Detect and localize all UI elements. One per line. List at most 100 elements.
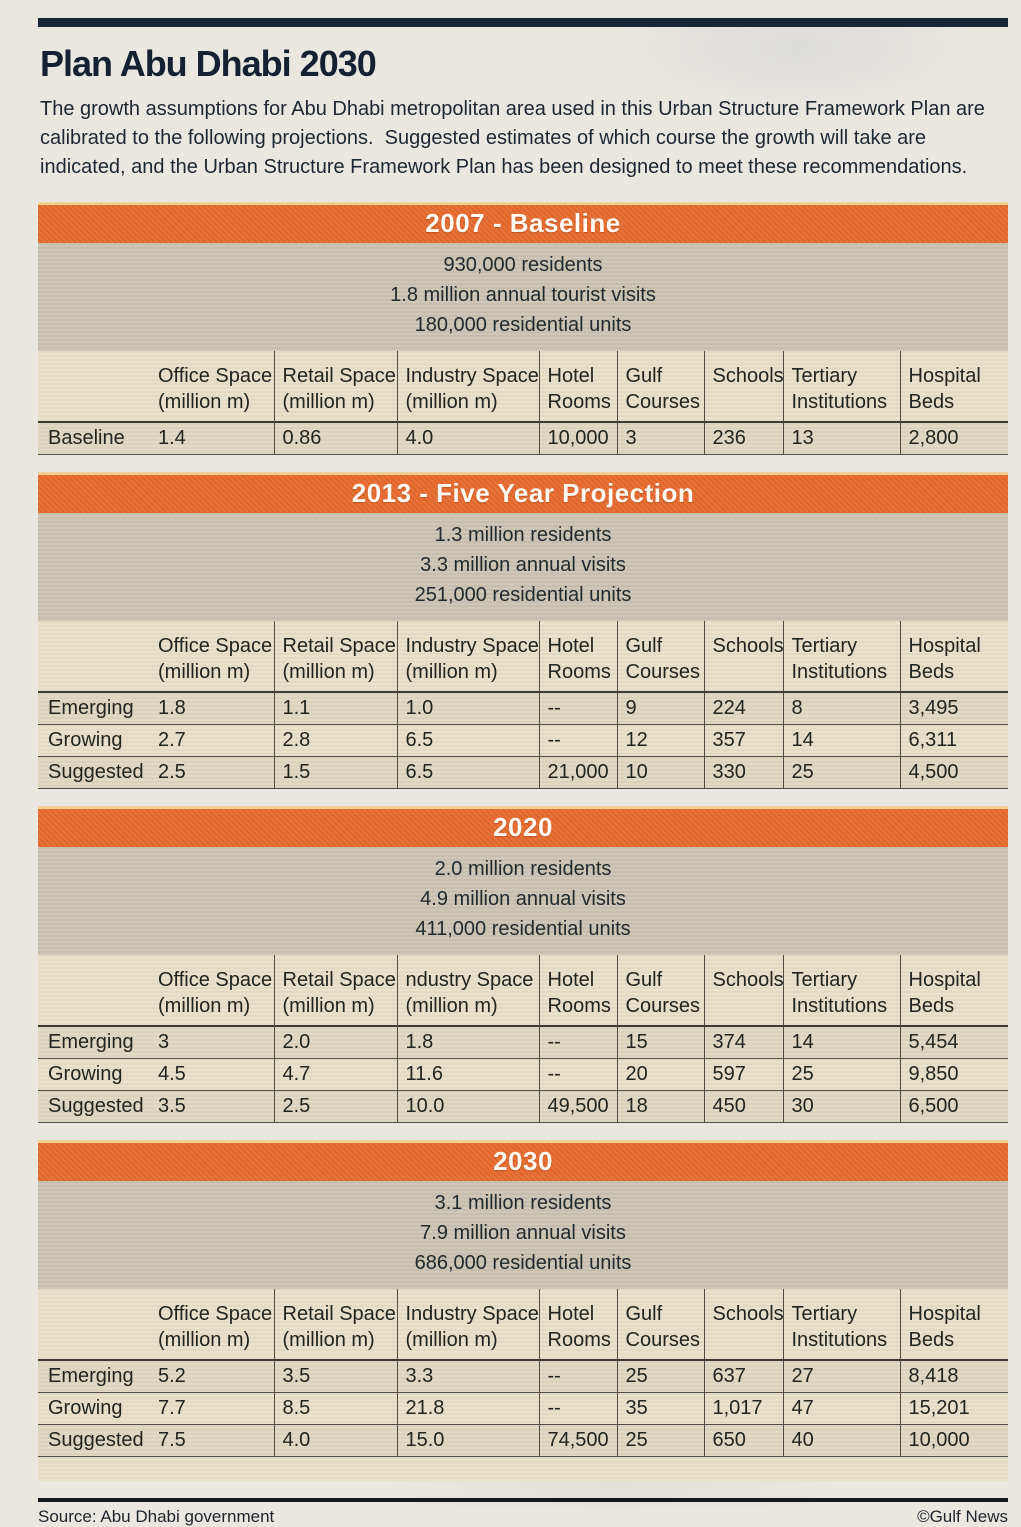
column-header: Industry Space (million m) xyxy=(397,1289,540,1361)
cell-value: 12 xyxy=(617,724,705,757)
cell-value: 9 xyxy=(617,692,705,725)
cell-value: 35 xyxy=(617,1392,705,1425)
column-header-line1: Tertiary xyxy=(791,365,858,387)
column-header-line1: Retail Space xyxy=(282,365,396,387)
cell-value: 4.7 xyxy=(274,1058,398,1091)
section-2020: 2020 2.0 million residents 4.9 million ann… xyxy=(38,806,1008,1123)
column-header-line1: Gulf xyxy=(625,969,663,991)
column-header-line2: Beds xyxy=(908,995,955,1017)
cell-value: 2.5 xyxy=(150,756,275,789)
cell-value: 330 xyxy=(704,756,784,789)
cell-value: 1.4 xyxy=(150,422,275,455)
cell-value: 597 xyxy=(704,1058,784,1091)
data-table-area: Office Space (million m) Retail Space (mill… xyxy=(38,1289,1008,1481)
cell-value: 25 xyxy=(783,1058,901,1091)
projection-table: Office Space (million m) Retail Space (mill… xyxy=(38,1289,1008,1457)
cell-value: 1.8 xyxy=(150,692,275,725)
cell-value: 6.5 xyxy=(397,756,540,789)
column-header-line1: Tertiary xyxy=(791,969,858,991)
table-row: Suggested 3.5 2.5 10.0 49,500 18 450 30 6,500 xyxy=(38,1090,1008,1123)
section-stats: 2.0 million residents 4.9 million annual … xyxy=(38,847,1008,955)
cell-value: 15 xyxy=(617,1026,705,1059)
cell-value: 224 xyxy=(704,692,784,725)
cell-value: 10,000 xyxy=(539,422,618,455)
column-header-line2: Institutions xyxy=(791,1329,888,1351)
cell-value: -- xyxy=(539,1026,618,1059)
column-header: Office Space (million m) xyxy=(150,1289,275,1361)
column-header: Hospital Beds xyxy=(900,1289,1008,1361)
column-header-line1: Schools xyxy=(712,1303,783,1325)
source-note: Source: Abu Dhabi government xyxy=(38,1507,275,1526)
header-row: Office Space (million m) Retail Space (mill… xyxy=(38,1289,1008,1361)
cell-value: 637 xyxy=(704,1360,784,1393)
column-header-line1: Hotel xyxy=(547,635,595,657)
projection-table: Office Space (million m) Retail Space (mill… xyxy=(38,621,1008,789)
column-header-line1: Tertiary xyxy=(791,1303,858,1325)
cell-value: 20 xyxy=(617,1058,705,1091)
stat-line: 180,000 residential units xyxy=(414,314,632,336)
cell-value: 49,500 xyxy=(539,1090,618,1123)
data-table-area: Office Space (million m) Retail Space (mill… xyxy=(38,621,1008,789)
column-header-line2: (million m) xyxy=(282,1329,375,1351)
column-header: Tertiary Institutions xyxy=(783,351,901,423)
column-header-line1: Gulf xyxy=(625,365,663,387)
column-header-line1: Industry Space xyxy=(405,365,539,387)
column-header: Office Space (million m) xyxy=(150,351,275,423)
cell-value: 3.5 xyxy=(274,1360,398,1393)
cell-value: 650 xyxy=(704,1424,784,1457)
section-stats: 930,000 residents 1.8 million annual tour… xyxy=(38,243,1008,351)
infographic-sheet: Plan Abu Dhabi 2030 The growth assumptio… xyxy=(38,18,1008,1527)
stat-line: 1.8 million annual tourist visits xyxy=(390,284,656,306)
table-row: Growing 2.7 2.8 6.5 -- 12 357 14 6,311 xyxy=(38,724,1008,757)
cell-value: 30 xyxy=(783,1090,901,1123)
column-header-line2: Courses xyxy=(625,391,700,413)
cell-value: 15.0 xyxy=(397,1424,540,1457)
header-row: Office Space (million m) Retail Space (mill… xyxy=(38,621,1008,693)
column-header-line1: Schools xyxy=(712,635,783,657)
stat-line: 930,000 residents xyxy=(443,254,603,276)
column-header-line2: (million m) xyxy=(282,391,375,413)
column-header-line1: Gulf xyxy=(625,1303,663,1325)
column-header-line2: (million m) xyxy=(158,661,251,683)
cell-value: 10.0 xyxy=(397,1090,540,1123)
column-header-line2: Beds xyxy=(908,661,955,683)
column-header-line2: (million m) xyxy=(158,1329,251,1351)
column-header-line2: (million m) xyxy=(158,995,251,1017)
column-header: Hospital Beds xyxy=(900,621,1008,693)
column-header-line2: Rooms xyxy=(547,391,611,413)
row-label: Suggested xyxy=(48,1095,144,1117)
cell-value: 74,500 xyxy=(539,1424,618,1457)
section-banner: 2007 - Baseline xyxy=(38,202,1008,243)
column-header: Schools xyxy=(704,351,784,423)
column-header-line2: Institutions xyxy=(791,391,888,413)
column-header-line1: Industry Space xyxy=(405,1303,539,1325)
row-label: Baseline xyxy=(48,427,125,449)
cell-value: 7.5 xyxy=(150,1424,275,1457)
section-stats: 3.1 million residents 7.9 million annual … xyxy=(38,1181,1008,1289)
stat-line: 686,000 residential units xyxy=(414,1252,632,1274)
cell-value: -- xyxy=(539,1058,618,1091)
column-header-line1: Office Space xyxy=(158,635,273,657)
row-label: Growing xyxy=(48,1063,123,1085)
column-header: Tertiary Institutions xyxy=(783,621,901,693)
column-header: Hotel Rooms xyxy=(539,351,618,423)
column-header-line2: (million m) xyxy=(282,995,375,1017)
cell-value: 450 xyxy=(704,1090,784,1123)
column-header-line1: Hotel xyxy=(547,1303,595,1325)
column-header-line2: (million m) xyxy=(405,1329,498,1351)
cell-value: -- xyxy=(539,1360,618,1393)
cell-value: 10,000 xyxy=(908,1429,970,1451)
column-header-line1: Retail Space xyxy=(282,635,396,657)
column-header: Tertiary Institutions xyxy=(783,955,901,1027)
cell-value: 5.2 xyxy=(150,1360,275,1393)
column-header: ndustry Space (million m) xyxy=(397,955,540,1027)
cell-value: 4.5 xyxy=(150,1058,275,1091)
column-header-line1: Office Space xyxy=(158,969,273,991)
cell-value: 3.5 xyxy=(150,1090,275,1123)
column-header-line1: Hotel xyxy=(547,365,595,387)
projection-table: Office Space (million m) Retail Space (mill… xyxy=(38,351,1008,455)
cell-value: 1.5 xyxy=(274,756,398,789)
cell-value: 8 xyxy=(783,692,901,725)
column-header-blank xyxy=(38,955,150,1027)
column-header-line1: Gulf xyxy=(625,635,663,657)
